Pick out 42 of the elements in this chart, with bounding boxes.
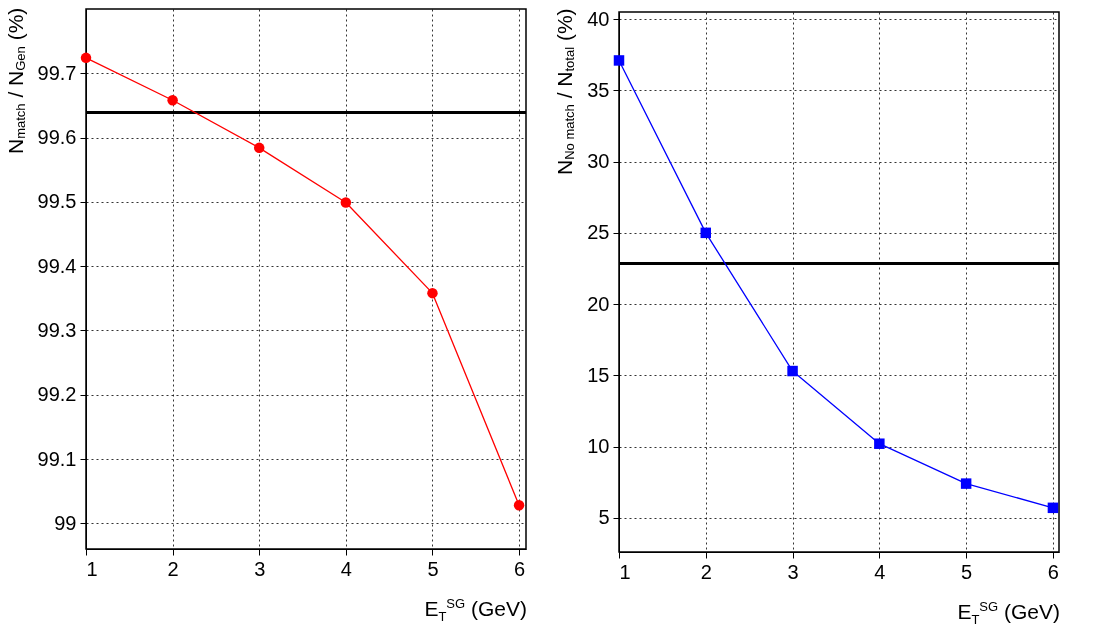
x-tick-label: 5: [961, 560, 973, 583]
y-tick-label: 99.2: [37, 383, 77, 406]
point: [253, 142, 265, 154]
y-tick-label: 99.6: [37, 126, 77, 149]
point: [613, 55, 625, 66]
y-tick-label: 15: [587, 363, 610, 386]
y-tick-label: 40: [587, 7, 610, 30]
y-tick-label: 99.3: [37, 318, 77, 341]
x-tick-label: 4: [340, 557, 352, 580]
point: [340, 197, 352, 208]
x-tick-label: 5: [427, 557, 439, 580]
point: [1047, 502, 1059, 514]
point: [700, 227, 712, 239]
y-tick-label: 99.7: [37, 61, 77, 84]
y-tick-label: 5: [598, 506, 610, 529]
y-tick-label: 10: [587, 435, 610, 458]
point: [874, 438, 885, 449]
x-tick-label: 1: [619, 560, 631, 583]
x-tick-label: 3: [787, 560, 799, 583]
x-axis-title: E$_{T}$$^{SG}$ (GeV): [956, 599, 1061, 628]
point: [513, 500, 525, 511]
y-tick-label: 99.1: [37, 447, 77, 470]
y-tick-label: 30: [587, 150, 610, 173]
x-axis-title: E$_{T}$$^{SG}$ (GeV): [423, 596, 528, 625]
point: [80, 52, 92, 64]
y-tick-label: 99.5: [37, 190, 77, 213]
point: [787, 365, 798, 377]
point: [167, 95, 178, 106]
x-tick-label: 2: [700, 560, 712, 583]
y-tick-label: 99.4: [37, 254, 77, 277]
y-tick-label: 99: [54, 511, 77, 534]
point: [960, 478, 972, 489]
x-tick-label: 6: [1047, 560, 1059, 583]
x-tick-label: 6: [514, 557, 526, 580]
y-tick-label: 35: [587, 78, 610, 101]
x-tick-label: 4: [874, 560, 886, 583]
x-tick-label: 1: [86, 557, 98, 580]
x-tick-label: 3: [254, 557, 266, 580]
point: [427, 287, 438, 299]
y-tick-label: 20: [587, 292, 610, 315]
y-tick-label: 25: [587, 221, 610, 244]
x-tick-label: 2: [167, 557, 179, 580]
